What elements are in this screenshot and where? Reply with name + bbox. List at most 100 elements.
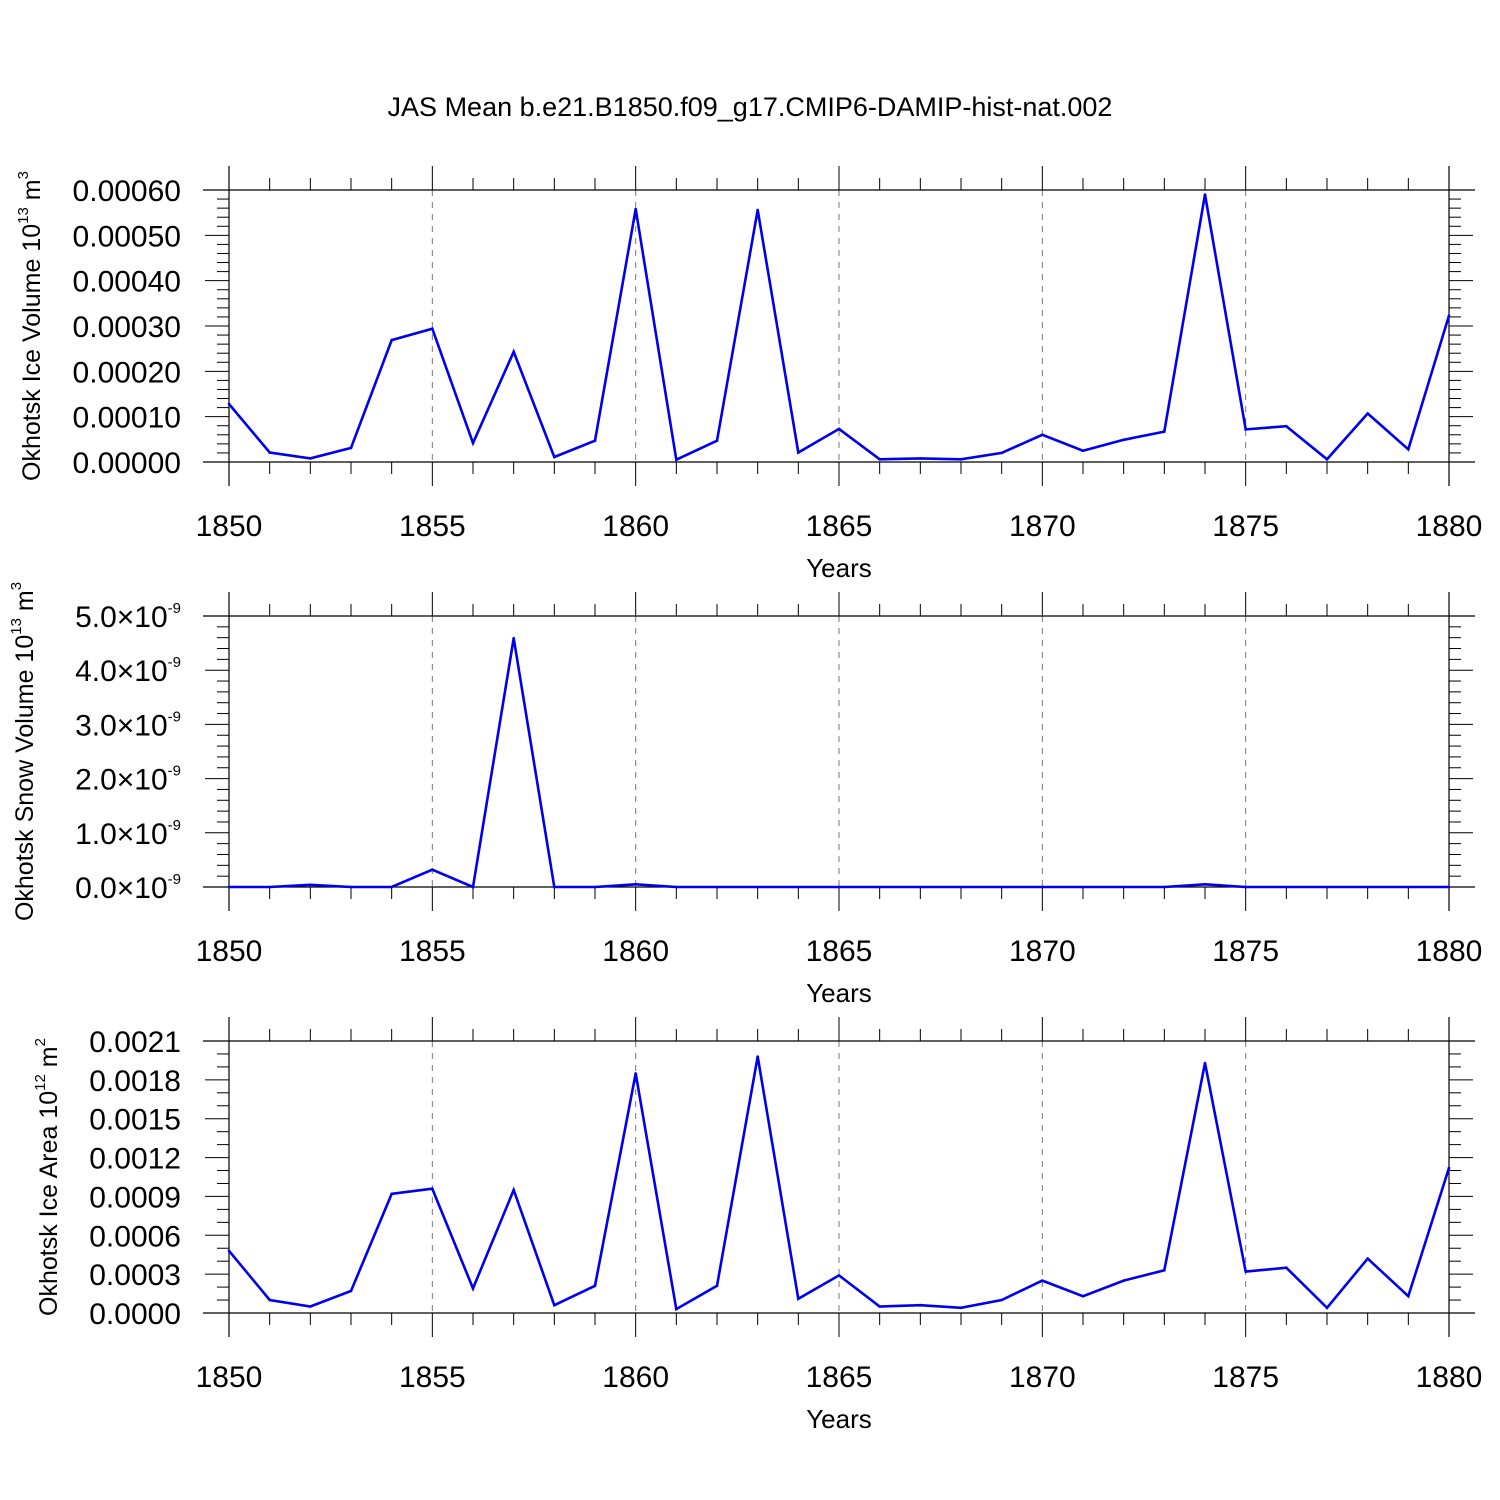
- data-point: [1285, 424, 1288, 428]
- x-axis-label: Years: [806, 553, 872, 583]
- data-point: [1407, 1294, 1410, 1298]
- data-point: [837, 427, 841, 431]
- data-point: [227, 402, 231, 406]
- x-tick-label: 1855: [399, 935, 466, 968]
- data-point: [1163, 885, 1166, 889]
- data-point: [675, 458, 678, 462]
- data-point: [512, 350, 515, 354]
- data-point: [1447, 885, 1451, 889]
- data-point: [1244, 1270, 1247, 1273]
- x-axis-label: Years: [806, 978, 872, 1008]
- data-point: [919, 1303, 922, 1307]
- panel-3: 1850 1855 1860 1865 1870 1875 1880 Years 0.0000 0…: [32, 1017, 1482, 1434]
- data-point: [553, 885, 556, 889]
- data-point: [959, 457, 963, 461]
- data-point: [1366, 885, 1369, 889]
- panel-2: 1850 1855 1860 1865 1870 1875 1880 Years 0.0×10-…: [8, 582, 1482, 1008]
- data-point: [471, 1287, 475, 1290]
- data-point: [1000, 451, 1003, 455]
- y-tick-label: 0.00020: [73, 356, 181, 389]
- data-point: [797, 1297, 800, 1301]
- data-point: [1244, 885, 1247, 889]
- data-point: [593, 885, 597, 889]
- data-point: [959, 1306, 963, 1310]
- data-point: [837, 1274, 841, 1277]
- x-tick-label: 1870: [1009, 935, 1076, 968]
- chart-title: JAS Mean b.e21.B1850.f09_g17.CMIP6-DAMIP…: [388, 92, 1113, 122]
- data-point: [1081, 885, 1085, 889]
- data-point: [593, 1284, 597, 1288]
- data-point: [1163, 1268, 1166, 1272]
- y-tick-label: 0.0000: [89, 1298, 181, 1331]
- y-tick-label: 5.0×10-9: [75, 600, 181, 634]
- data-point: [919, 885, 922, 889]
- data-point: [593, 439, 597, 442]
- data-point: [268, 1298, 271, 1302]
- y-tick-label: 1.0×10-9: [75, 817, 181, 851]
- data-point: [390, 1192, 393, 1196]
- data-point: [1163, 430, 1166, 433]
- data-point: [1285, 1266, 1288, 1269]
- data-point: [309, 883, 312, 887]
- x-tick-label: 1875: [1212, 935, 1279, 968]
- data-point: [1122, 885, 1125, 889]
- data-point: [1122, 438, 1125, 442]
- x-tick-label: 1870: [1009, 1361, 1076, 1394]
- data-point: [1325, 885, 1329, 889]
- y-tick-label: 0.00040: [73, 266, 181, 299]
- x-tick-label: 1860: [602, 510, 669, 543]
- data-point: [349, 446, 353, 450]
- x-tick-label: 1870: [1009, 510, 1076, 543]
- data-point: [878, 457, 881, 461]
- data-point: [1203, 1061, 1207, 1065]
- x-tick-label: 1865: [806, 935, 873, 968]
- data-point: [1041, 885, 1044, 889]
- data-point: [634, 882, 637, 886]
- y-tick-label: 0.00000: [73, 447, 181, 480]
- data-point: [837, 885, 841, 889]
- y-tick-label: 0.0003: [89, 1259, 181, 1292]
- data-point: [1000, 885, 1003, 889]
- x-tick-label: 1880: [1416, 1361, 1483, 1394]
- y-tick-label: 0.0012: [89, 1143, 181, 1176]
- data-point: [1203, 882, 1207, 886]
- y-tick-label: 0.00050: [73, 220, 181, 253]
- data-point: [1203, 193, 1207, 196]
- data-point: [1122, 1279, 1125, 1282]
- data-point: [268, 885, 271, 889]
- data-point: [1285, 885, 1288, 889]
- x-tick-label: 1875: [1212, 1361, 1279, 1394]
- data-point: [919, 457, 922, 460]
- x-tick-label: 1850: [196, 510, 263, 543]
- data-point: [634, 207, 637, 211]
- y-tick-label: 2.0×10-9: [75, 763, 181, 797]
- data-point: [675, 885, 678, 889]
- y-axis-label: Okhotsk Ice Volume 1013 m3: [15, 171, 46, 481]
- data-point: [675, 1307, 678, 1311]
- data-point: [1041, 1279, 1044, 1282]
- y-axis-label: Okhotsk Snow Volume 1013 m3: [8, 582, 39, 921]
- data-point: [431, 327, 434, 331]
- x-tick-label: 1880: [1416, 935, 1483, 968]
- data-point: [634, 1072, 637, 1075]
- data-point: [1447, 314, 1451, 317]
- data-point: [471, 441, 475, 445]
- data-point: [227, 885, 231, 889]
- data-point: [309, 457, 312, 460]
- x-tick-label: 1850: [196, 1361, 263, 1394]
- data-point: [756, 1055, 759, 1058]
- x-tick-label: 1860: [602, 935, 669, 968]
- data-point: [1447, 1166, 1451, 1170]
- x-tick-label: 1865: [806, 510, 873, 543]
- data-point: [1366, 1257, 1369, 1260]
- x-axis-label: Years: [806, 1404, 872, 1434]
- data-point: [512, 636, 515, 640]
- x-tick-label: 1855: [399, 510, 466, 543]
- data-point: [797, 451, 800, 454]
- data-point: [715, 1284, 719, 1288]
- data-point: [349, 1289, 353, 1293]
- data-point: [1366, 412, 1369, 415]
- data-point: [553, 1303, 556, 1307]
- data-point: [309, 1305, 312, 1308]
- y-tick-label: 0.00030: [73, 311, 181, 344]
